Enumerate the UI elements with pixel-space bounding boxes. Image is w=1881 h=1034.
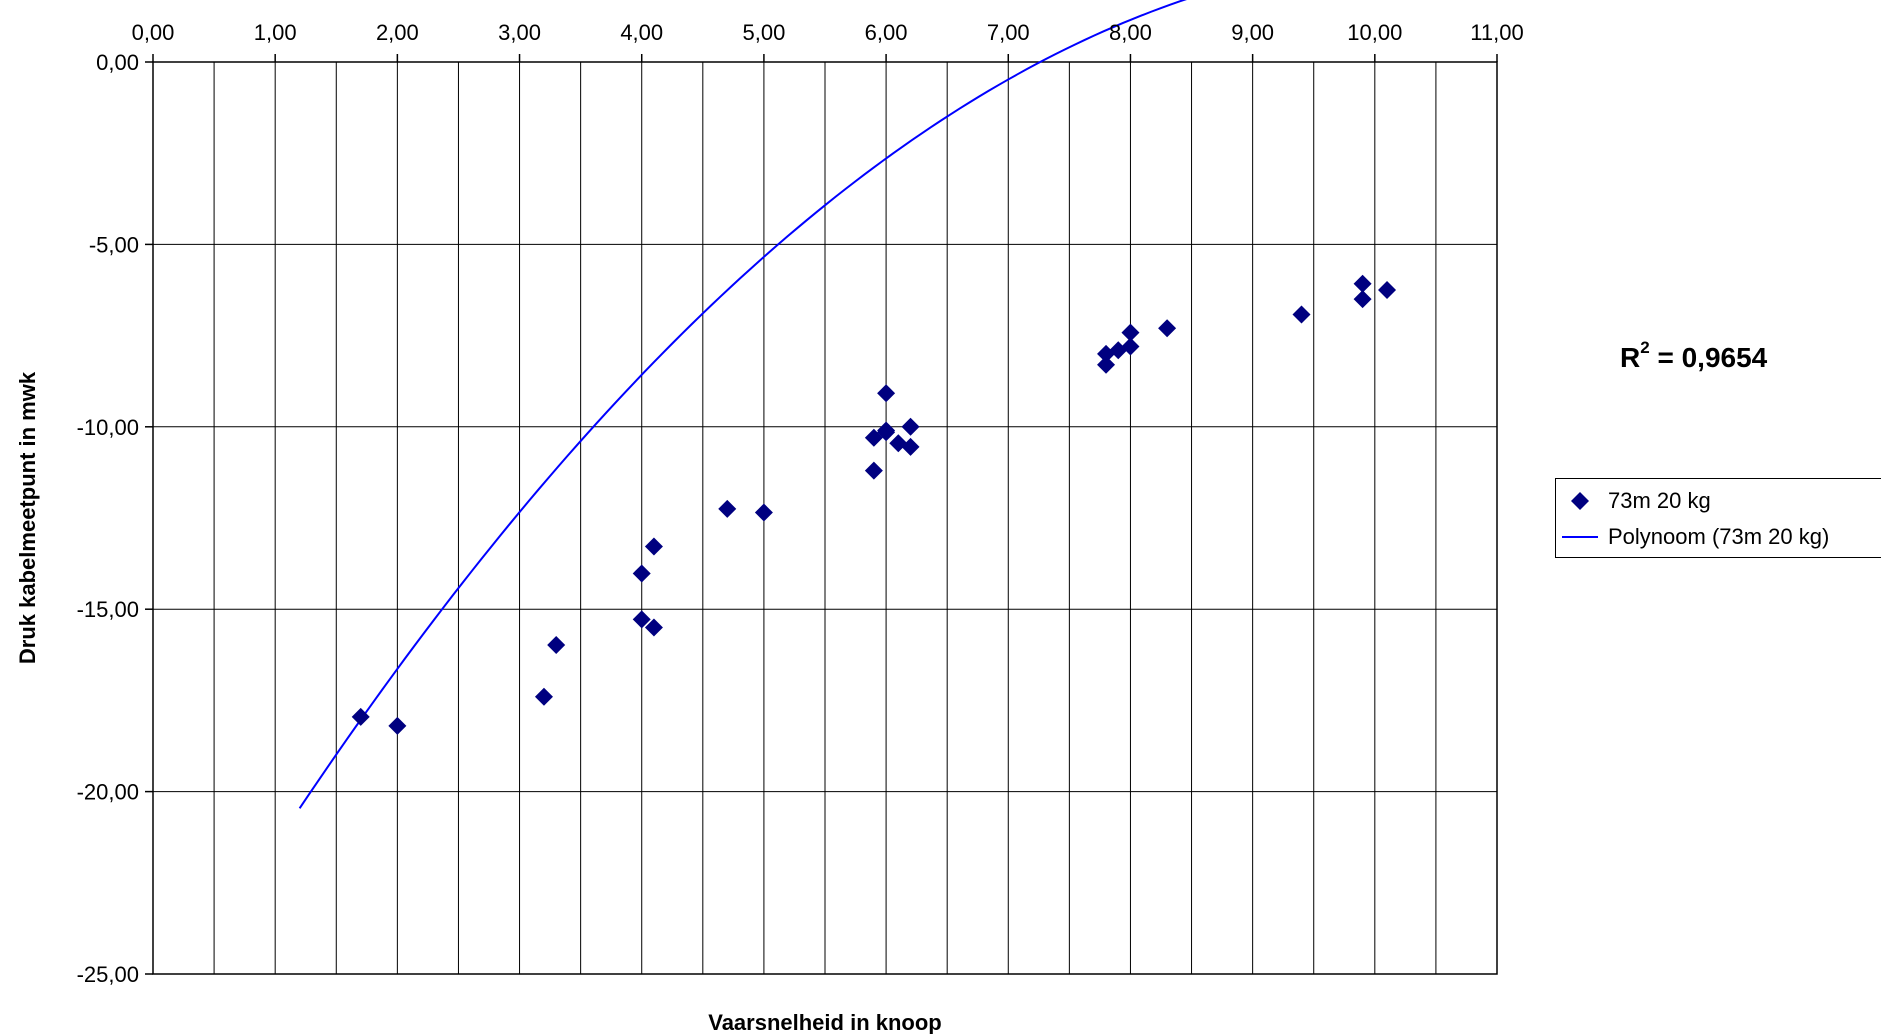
y-tick-label: -5,00 xyxy=(89,232,139,257)
r-squared-superscript: 2 xyxy=(1640,338,1650,357)
data-point xyxy=(632,564,651,583)
x-axis-title: Vaarsnelheid in knoop xyxy=(708,1010,942,1034)
r-squared-value: = 0,9654 xyxy=(1649,342,1768,373)
data-point xyxy=(901,417,920,436)
r-squared-annotation: R2 = 0,9654 xyxy=(1620,339,1768,374)
polynomial-trendline xyxy=(298,0,1187,809)
y-tick-label: -15,00 xyxy=(77,597,139,622)
plot-border xyxy=(152,61,1498,975)
x-tick-label: 2,00 xyxy=(376,20,419,45)
data-point xyxy=(1353,274,1372,293)
data-point xyxy=(1097,355,1116,374)
data-point xyxy=(1121,337,1140,356)
x-tick-label: 3,00 xyxy=(498,20,541,45)
data-point xyxy=(901,437,920,456)
legend: 73m 20 kg Polynoom (73m 20 kg) xyxy=(1555,478,1881,558)
data-point xyxy=(644,537,663,556)
y-axis-title: Druk kabelmeetpunt in mwk xyxy=(15,371,40,664)
data-point xyxy=(1353,290,1372,309)
x-tick-label: 9,00 xyxy=(1231,20,1274,45)
y-tick-label: -20,00 xyxy=(77,780,139,805)
y-tick-label: -10,00 xyxy=(77,415,139,440)
data-point xyxy=(864,461,883,480)
x-tick-label: 1,00 xyxy=(254,20,297,45)
x-tick-label: 0,00 xyxy=(132,20,175,45)
legend-item-trendline: Polynoom (73m 20 kg) xyxy=(1556,519,1881,555)
data-point xyxy=(1378,281,1397,299)
data-point xyxy=(877,423,896,442)
data-point xyxy=(1158,319,1177,338)
legend-item-scatter: 73m 20 kg xyxy=(1556,483,1881,519)
legend-label-trendline: Polynoom (73m 20 kg) xyxy=(1608,524,1830,549)
x-tick-label: 10,00 xyxy=(1347,20,1402,45)
data-points xyxy=(351,274,1397,735)
tick-labels: 0,00 1,00 2,00 3,00 4,00 5,00 6,00 7,00 8,00 9,00… xyxy=(77,20,1524,987)
x-tick-label: 7,00 xyxy=(987,20,1030,45)
y-tick-label: -25,00 xyxy=(77,962,139,987)
data-point xyxy=(1292,305,1311,324)
data-point xyxy=(534,687,553,706)
trendline-layer xyxy=(298,0,1187,809)
data-point xyxy=(547,635,566,654)
diamond-marker-icon xyxy=(1571,492,1589,510)
data-point xyxy=(644,618,663,637)
data-point xyxy=(1121,323,1140,342)
x-tick-label: 4,00 xyxy=(620,20,663,45)
axes xyxy=(145,54,1498,975)
x-tick-label: 6,00 xyxy=(865,20,908,45)
x-tick-label: 5,00 xyxy=(742,20,785,45)
x-tick-label: 11,00 xyxy=(1470,20,1523,45)
y-tick-label: 0,00 xyxy=(96,50,139,75)
line-marker-icon xyxy=(1562,536,1598,538)
r-squared-prefix: R xyxy=(1620,342,1641,373)
data-point xyxy=(351,707,370,726)
legend-label-scatter: 73m 20 kg xyxy=(1608,488,1711,513)
data-point xyxy=(754,503,773,522)
data-point xyxy=(632,610,651,629)
data-point xyxy=(877,384,896,403)
x-tick-label: 8,00 xyxy=(1109,20,1152,45)
data-point xyxy=(388,716,407,735)
data-point xyxy=(718,499,737,518)
